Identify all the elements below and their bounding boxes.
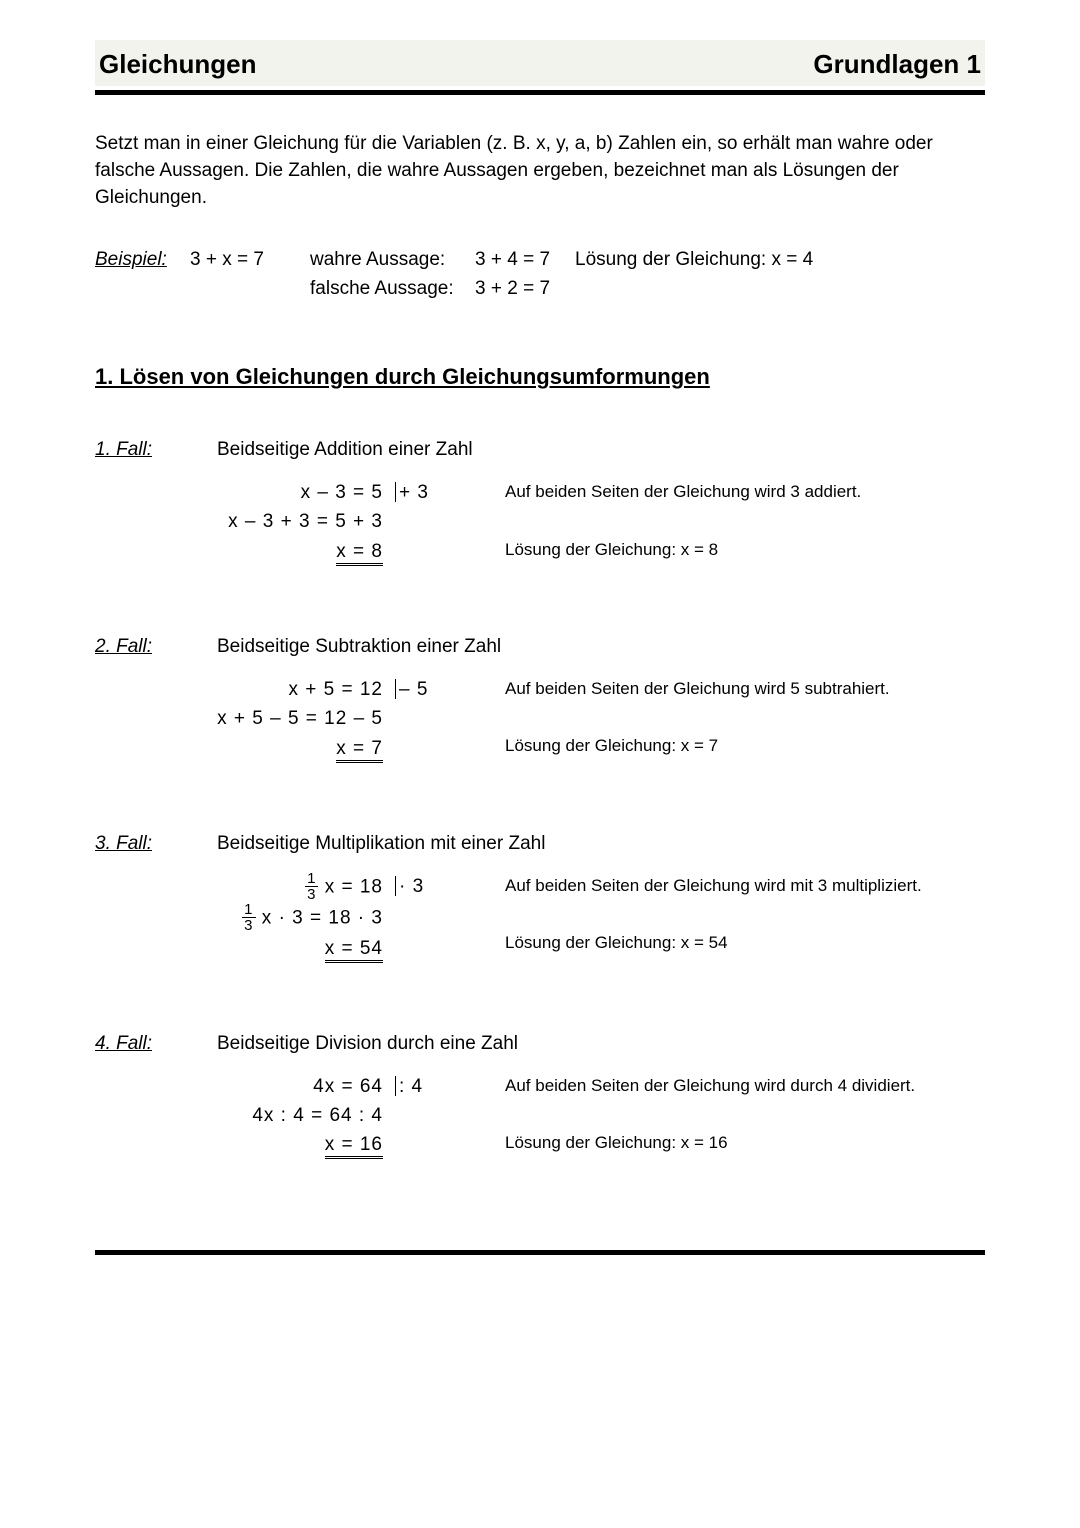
fraction: 13	[305, 871, 318, 902]
note-line-2: Lösung der Gleichung: x = 7	[505, 734, 985, 758]
fraction: 13	[242, 902, 255, 933]
vertical-bar-icon	[395, 876, 396, 896]
case-block: 2. Fall: Beidseitige Subtraktion einer Za…	[95, 634, 985, 763]
equation-line: x + 5 – 5 = 12 – 5	[95, 704, 383, 733]
operation-column: – 5	[395, 675, 505, 704]
equation-result: x = 16	[95, 1130, 383, 1159]
note-column: Auf beiden Seiten der Gleichung wird 3 a…	[505, 478, 985, 562]
note-line-1: Auf beiden Seiten der Gleichung wird 3 a…	[505, 480, 985, 504]
equation-line: x + 5 = 12	[95, 675, 383, 704]
case-label: 1. Fall:	[95, 437, 165, 464]
footer-rule	[95, 1250, 985, 1255]
example-true-label: wahre Aussage:	[310, 247, 475, 274]
example-equation: 3 + x = 7	[190, 247, 310, 274]
note-line-2: Lösung der Gleichung: x = 8	[505, 538, 985, 562]
equation-line: x – 3 = 5	[95, 478, 383, 507]
header-title-right: Grundlagen 1	[813, 46, 981, 82]
operation-column: + 3	[395, 478, 505, 507]
equation-column: x – 3 = 5x – 3 + 3 = 5 + 3x = 8	[95, 478, 395, 566]
equation-line: 13 x · 3 = 18 · 3	[95, 903, 383, 934]
equation-result: x = 54	[95, 934, 383, 963]
page-header: Gleichungen Grundlagen 1	[95, 40, 985, 86]
operation-column: : 4	[395, 1072, 505, 1101]
equation-line: 13 x = 18	[95, 872, 383, 903]
note-line-1: Auf beiden Seiten der Gleichung wird 5 s…	[505, 677, 985, 701]
section-title: 1. Lösen von Gleichungen durch Gleichung…	[95, 362, 985, 393]
case-block: 3. Fall: Beidseitige Multiplikation mit e…	[95, 831, 985, 963]
equation-line: 4x : 4 = 64 : 4	[95, 1101, 383, 1130]
case-block: 1. Fall: Beidseitige Addition einer Zahl x…	[95, 437, 985, 566]
equation-result: x = 8	[95, 537, 383, 566]
vertical-bar-icon	[395, 679, 396, 699]
note-line-1: Auf beiden Seiten der Gleichung wird dur…	[505, 1074, 985, 1098]
header-title-left: Gleichungen	[99, 46, 256, 82]
header-rule	[95, 90, 985, 95]
case-title: Beidseitige Division durch eine Zahl	[217, 1031, 518, 1058]
case-block: 4. Fall: Beidseitige Division durch eine …	[95, 1031, 985, 1160]
operation-column: · 3	[395, 872, 505, 901]
vertical-bar-icon	[395, 1076, 396, 1096]
case-title: Beidseitige Addition einer Zahl	[217, 437, 473, 464]
equation-line: x – 3 + 3 = 5 + 3	[95, 507, 383, 536]
note-column: Auf beiden Seiten der Gleichung wird mit…	[505, 872, 985, 956]
example-false-eq: 3 + 2 = 7	[475, 276, 575, 303]
note-column: Auf beiden Seiten der Gleichung wird 5 s…	[505, 675, 985, 759]
example-label: Beispiel:	[95, 247, 190, 274]
note-column: Auf beiden Seiten der Gleichung wird dur…	[505, 1072, 985, 1156]
cases-container: 1. Fall: Beidseitige Addition einer Zahl x…	[95, 437, 985, 1160]
equation-column: 4x = 644x : 4 = 64 : 4x = 16	[95, 1072, 395, 1160]
equation-column: 13 x = 1813 x · 3 = 18 · 3x = 54	[95, 872, 395, 963]
case-title: Beidseitige Subtraktion einer Zahl	[217, 634, 501, 661]
example-true-eq: 3 + 4 = 7	[475, 247, 575, 274]
case-label: 4. Fall:	[95, 1031, 165, 1058]
note-line-2: Lösung der Gleichung: x = 54	[505, 931, 985, 955]
case-label: 2. Fall:	[95, 634, 165, 661]
case-title: Beidseitige Multiplikation mit einer Zah…	[217, 831, 545, 858]
example-block: Beispiel: 3 + x = 7 wahre Aussage: 3 + 4…	[95, 247, 985, 302]
intro-paragraph: Setzt man in einer Gleichung für die Var…	[95, 131, 985, 211]
example-solution: Lösung der Gleichung: x = 4	[575, 247, 985, 274]
note-line-1: Auf beiden Seiten der Gleichung wird mit…	[505, 874, 985, 898]
equation-result: x = 7	[95, 734, 383, 763]
vertical-bar-icon	[395, 482, 396, 502]
note-line-2: Lösung der Gleichung: x = 16	[505, 1131, 985, 1155]
case-label: 3. Fall:	[95, 831, 165, 858]
intro-text: Setzt man in einer Gleichung für die Var…	[95, 131, 985, 211]
example-false-label: falsche Aussage:	[310, 276, 475, 303]
equation-column: x + 5 = 12x + 5 – 5 = 12 – 5x = 7	[95, 675, 395, 763]
equation-line: 4x = 64	[95, 1072, 383, 1101]
